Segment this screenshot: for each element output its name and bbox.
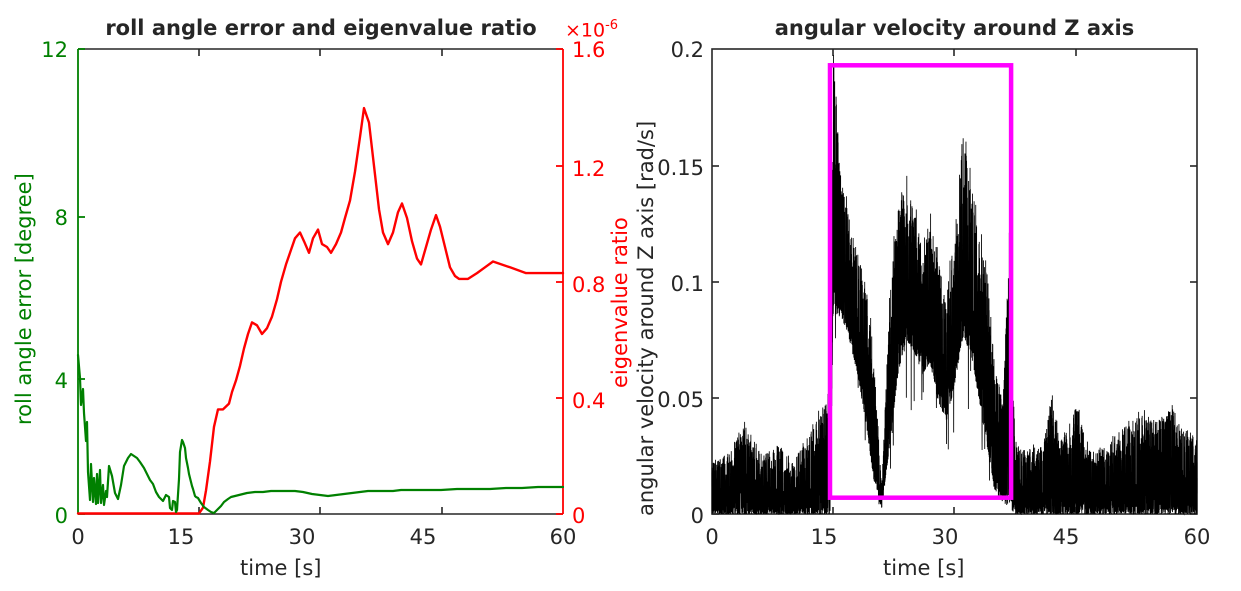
left-xtick-45: 45	[409, 525, 437, 549]
angular-velocity-trace	[711, 54, 1198, 516]
left-plot-area	[76, 48, 565, 515]
right-ytick-1p6: 1.6	[572, 38, 606, 62]
right-ytick-0p1: 0.1	[670, 272, 704, 296]
right-xtick-15: 15	[810, 525, 838, 549]
left-xaxis-title: time [s]	[240, 556, 322, 580]
right-xtick-60: 60	[1183, 525, 1211, 549]
left-ytick-8: 8	[54, 206, 68, 230]
left-ytick-12: 12	[41, 38, 68, 62]
left-ytick-4: 4	[54, 369, 68, 393]
left-axes-ticks	[198, 49, 443, 514]
right-ytick-0p8: 0.8	[572, 273, 606, 297]
left-plot-title: roll angle error and eigenvalue ratio	[105, 16, 537, 40]
right-xtick-30: 30	[931, 525, 959, 549]
left-xtick-0: 0	[71, 525, 85, 549]
left-right-yaxis-ticks	[556, 48, 563, 515]
eigenvalue-ratio-curve	[76, 106, 565, 515]
right-plot-area	[711, 48, 1198, 516]
right-plot-title: angular velocity around Z axis	[774, 16, 1135, 40]
right-ytick-0p15: 0.15	[657, 156, 704, 180]
right-ytick-1p2: 1.2	[572, 157, 606, 181]
subplot-roll-angle-error: roll angle error and eigenvalue ratio ×1…	[0, 0, 632, 591]
right-ytick-0p4: 0.4	[572, 389, 606, 413]
right-xtick-0: 0	[705, 525, 719, 549]
right-ytick-0p2: 0.2	[670, 38, 704, 62]
left-ytick-0: 0	[54, 504, 68, 528]
right-ytick-0p05: 0.05	[657, 388, 704, 412]
left-xtick-15: 15	[167, 525, 195, 549]
multiplier-exponent: -6	[605, 18, 619, 33]
multiplier-base: 10	[580, 19, 606, 42]
left-xtick-30: 30	[288, 525, 316, 549]
right-xtick-45: 45	[1052, 525, 1080, 549]
left-yaxis-ticks	[78, 48, 85, 515]
right-xaxis-title: time [s]	[883, 556, 965, 580]
roll-angle-error-curve	[76, 353, 565, 515]
subplot-angular-velocity: angular velocity around Z axis 0 0.05 0.…	[620, 0, 1241, 591]
multiplier-times-symbol: ×	[565, 19, 581, 42]
left-axes-frame	[77, 48, 564, 515]
highlight-box	[827, 63, 1014, 500]
angular-velocity-signal	[711, 54, 1198, 516]
left-xtick-60: 60	[549, 525, 577, 549]
right-ytick-0: 0	[572, 504, 586, 528]
right-ytick-0: 0	[690, 504, 704, 528]
left-right-axis-multiplier: ×10-6	[565, 18, 618, 41]
